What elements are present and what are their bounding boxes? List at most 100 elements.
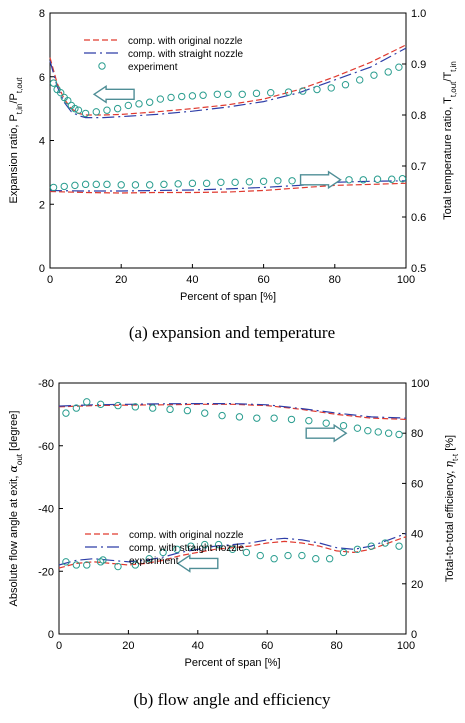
legend-swatch-experiment bbox=[98, 62, 106, 70]
series-line-straight bbox=[49, 180, 407, 192]
y-left-axis-label-mid: /P bbox=[8, 93, 20, 103]
data-point-experiment bbox=[270, 555, 278, 563]
data-point-experiment bbox=[159, 548, 167, 557]
y-right-axis-label-symbol: η bbox=[443, 461, 456, 468]
data-point-experiment bbox=[305, 416, 313, 425]
data-point-experiment bbox=[202, 179, 211, 188]
data-point-experiment bbox=[81, 180, 90, 189]
y-left-axis-label-main: Absolute flow angle at exit, bbox=[8, 473, 20, 607]
y-right-tick-label: 1.0 bbox=[411, 8, 426, 20]
data-point-experiment bbox=[72, 561, 81, 569]
data-point-experiment bbox=[83, 561, 91, 569]
chart-panel-a: 0 20 40 60 80 100 0 2 4 6 8 0.5 0.6 0.7 0.8 0.9 1.0 Perce… bbox=[8, 8, 458, 342]
data-point-experiment bbox=[313, 85, 321, 94]
arrow-left-icon bbox=[92, 84, 135, 104]
data-point-experiment bbox=[96, 558, 105, 566]
y-right-tick-label: 80 bbox=[411, 428, 423, 440]
y-right-tick-label: 100 bbox=[411, 378, 429, 390]
data-point-experiment bbox=[173, 545, 181, 553]
y-right-tick-label: 0.7 bbox=[411, 161, 426, 173]
data-point-experiment bbox=[214, 540, 223, 549]
y-left-axis-label: Absolute flow angle at exit, αout [degre… bbox=[7, 411, 24, 607]
data-point-experiment bbox=[201, 540, 209, 549]
series-line-straight bbox=[58, 533, 407, 566]
data-point-experiment bbox=[166, 405, 174, 414]
data-point-experiment bbox=[183, 406, 192, 415]
data-point-experiment bbox=[145, 555, 153, 563]
y-left-tick-label: 0 bbox=[48, 629, 54, 641]
series-line-original bbox=[49, 182, 407, 194]
data-point-experiment bbox=[312, 555, 320, 563]
y-left-tick-label: 2 bbox=[39, 199, 45, 211]
data-point-experiment bbox=[199, 91, 207, 99]
x-tick-label: 0 bbox=[47, 274, 53, 286]
data-point-experiment bbox=[83, 398, 91, 406]
x-tick-label: 100 bbox=[397, 274, 415, 286]
x-tick-label: 0 bbox=[56, 640, 62, 652]
y-left-tick-label: -20 bbox=[38, 566, 54, 578]
y-right-axis-label-subscript: t-t bbox=[451, 453, 460, 461]
data-point-experiment bbox=[339, 421, 348, 430]
data-point-experiment bbox=[238, 90, 246, 98]
data-point-experiment bbox=[270, 414, 278, 422]
data-point-experiment bbox=[148, 404, 157, 412]
data-point-experiment bbox=[398, 175, 407, 183]
data-point-experiment bbox=[49, 183, 58, 192]
data-point-experiment bbox=[174, 180, 182, 188]
data-point-experiment bbox=[274, 177, 282, 185]
data-point-experiment bbox=[384, 68, 392, 76]
data-point-experiment bbox=[256, 551, 264, 560]
data-point-experiment bbox=[81, 109, 90, 118]
x-tick-label: 60 bbox=[261, 640, 273, 652]
y-left-tick-label: 4 bbox=[39, 136, 45, 148]
data-point-experiment bbox=[242, 548, 251, 557]
data-point-experiment bbox=[62, 409, 70, 417]
data-point-experiment bbox=[49, 79, 58, 87]
y-right-axis-label: Total-to-total efficiency, ηt-t [%] bbox=[443, 435, 460, 582]
legend-label: comp. with original nozzle bbox=[129, 530, 244, 541]
x-tick-label: 40 bbox=[192, 640, 204, 652]
data-point-experiment bbox=[395, 542, 403, 550]
data-point-experiment bbox=[284, 551, 292, 560]
y-right-axis-label-main: Total-to-total efficiency, bbox=[444, 468, 456, 583]
x-axis-label: Percent of span [%] bbox=[180, 291, 276, 303]
y-right-tick-label: 0.8 bbox=[411, 110, 426, 122]
data-point-experiment bbox=[117, 181, 125, 189]
data-point-experiment bbox=[370, 71, 378, 79]
data-point-experiment bbox=[114, 562, 122, 571]
data-point-experiment bbox=[114, 401, 122, 410]
y-left-axis-label-subscript-2: t,out bbox=[15, 77, 24, 93]
data-point-experiment bbox=[235, 413, 244, 421]
data-point-experiment bbox=[252, 89, 261, 98]
data-point-experiment bbox=[103, 106, 111, 114]
y-right-axis-label-main: Total temperature ratio, T bbox=[442, 97, 454, 220]
data-point-experiment bbox=[72, 404, 81, 412]
data-point-experiment bbox=[187, 542, 195, 550]
data-point-experiment bbox=[113, 104, 122, 113]
y-left-tick-label: 0 bbox=[39, 263, 45, 275]
y-right-axis-label-mid: /T bbox=[442, 72, 454, 82]
data-point-experiment bbox=[267, 88, 275, 97]
y-left-tick-label: -40 bbox=[38, 504, 54, 516]
y-right-tick-label: 20 bbox=[411, 579, 423, 591]
data-point-experiment bbox=[96, 400, 105, 409]
data-point-experiment bbox=[388, 175, 396, 183]
data-point-experiment bbox=[167, 93, 175, 102]
data-point-experiment bbox=[64, 96, 72, 105]
data-point-experiment bbox=[156, 95, 165, 103]
data-point-experiment bbox=[74, 106, 83, 114]
y-left-axis-label-symbol: α bbox=[7, 465, 20, 473]
legend-label: experiment bbox=[128, 62, 178, 73]
data-point-experiment bbox=[224, 90, 232, 98]
data-point-experiment bbox=[71, 104, 79, 113]
x-axis-label: Percent of span [%] bbox=[185, 657, 281, 669]
data-point-experiment bbox=[201, 409, 209, 417]
data-point-experiment bbox=[359, 176, 367, 184]
figure-caption: (a) expansion and temperature bbox=[129, 323, 335, 342]
data-point-experiment bbox=[384, 429, 393, 437]
data-point-experiment bbox=[62, 558, 70, 566]
y-right-tick-label: 0.6 bbox=[411, 212, 426, 224]
y-left-axis-label: Expansion ratio, Pt,in/Pt,out bbox=[8, 77, 24, 204]
data-point-experiment bbox=[92, 108, 100, 116]
y-right-tick-label: 0.9 bbox=[411, 59, 426, 71]
